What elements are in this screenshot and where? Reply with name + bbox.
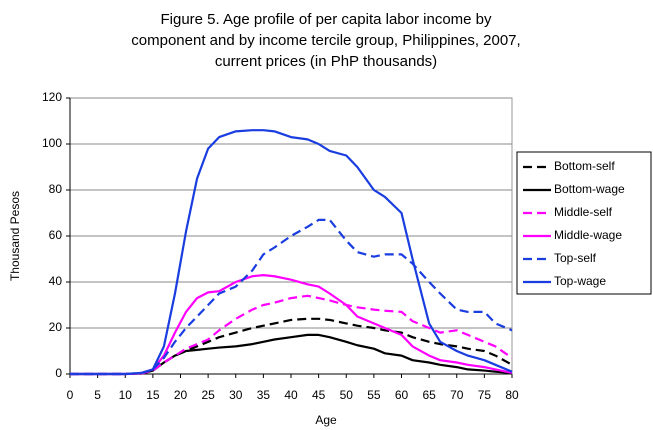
series-line xyxy=(70,333,513,376)
series-line xyxy=(70,129,513,376)
series-line xyxy=(70,218,513,376)
x-tick-label: 50 xyxy=(340,388,354,402)
y-tick-label: 20 xyxy=(49,320,63,334)
x-tick-label: 45 xyxy=(312,388,326,402)
series-line xyxy=(70,274,513,376)
x-tick-label: 75 xyxy=(478,388,492,402)
legend-label: Middle-wage xyxy=(554,228,622,242)
x-tick-label: 10 xyxy=(119,388,133,402)
y-axis-label: Thousand Pesos xyxy=(8,191,22,281)
chart-title: component and by income tercile group, P… xyxy=(131,32,520,49)
y-tick-label: 100 xyxy=(42,136,62,150)
x-tick-label: 5 xyxy=(94,388,101,402)
x-tick-label: 65 xyxy=(422,388,436,402)
y-tick-label: 0 xyxy=(55,366,62,380)
x-tick-label: 80 xyxy=(505,388,519,402)
x-tick-label: 25 xyxy=(201,388,215,402)
x-axis-label: Age xyxy=(315,413,337,427)
chart-title: current prices (in PhP thousands) xyxy=(215,53,437,70)
legend-label: Middle-self xyxy=(554,205,613,219)
x-tick-label: 15 xyxy=(146,388,160,402)
x-tick-label: 30 xyxy=(229,388,243,402)
x-tick-label: 55 xyxy=(367,388,381,402)
legend-label: Top-self xyxy=(554,251,597,265)
x-tick-label: 60 xyxy=(395,388,409,402)
y-tick-label: 40 xyxy=(49,274,63,288)
x-tick-label: 20 xyxy=(174,388,188,402)
legend-label: Bottom-self xyxy=(554,159,615,173)
y-tick-label: 80 xyxy=(49,182,63,196)
legend-box xyxy=(516,151,652,295)
x-tick-label: 40 xyxy=(284,388,298,402)
chart-title: Figure 5. Age profile of per capita labo… xyxy=(160,11,492,28)
x-tick-label: 70 xyxy=(450,388,464,402)
x-tick-label: 0 xyxy=(67,388,74,402)
y-tick-label: 60 xyxy=(49,228,63,242)
x-tick-label: 35 xyxy=(257,388,271,402)
legend-label: Bottom-wage xyxy=(554,182,625,196)
y-tick-label: 120 xyxy=(42,90,62,104)
legend-label: Top-wage xyxy=(554,274,606,288)
series-line xyxy=(70,294,513,376)
